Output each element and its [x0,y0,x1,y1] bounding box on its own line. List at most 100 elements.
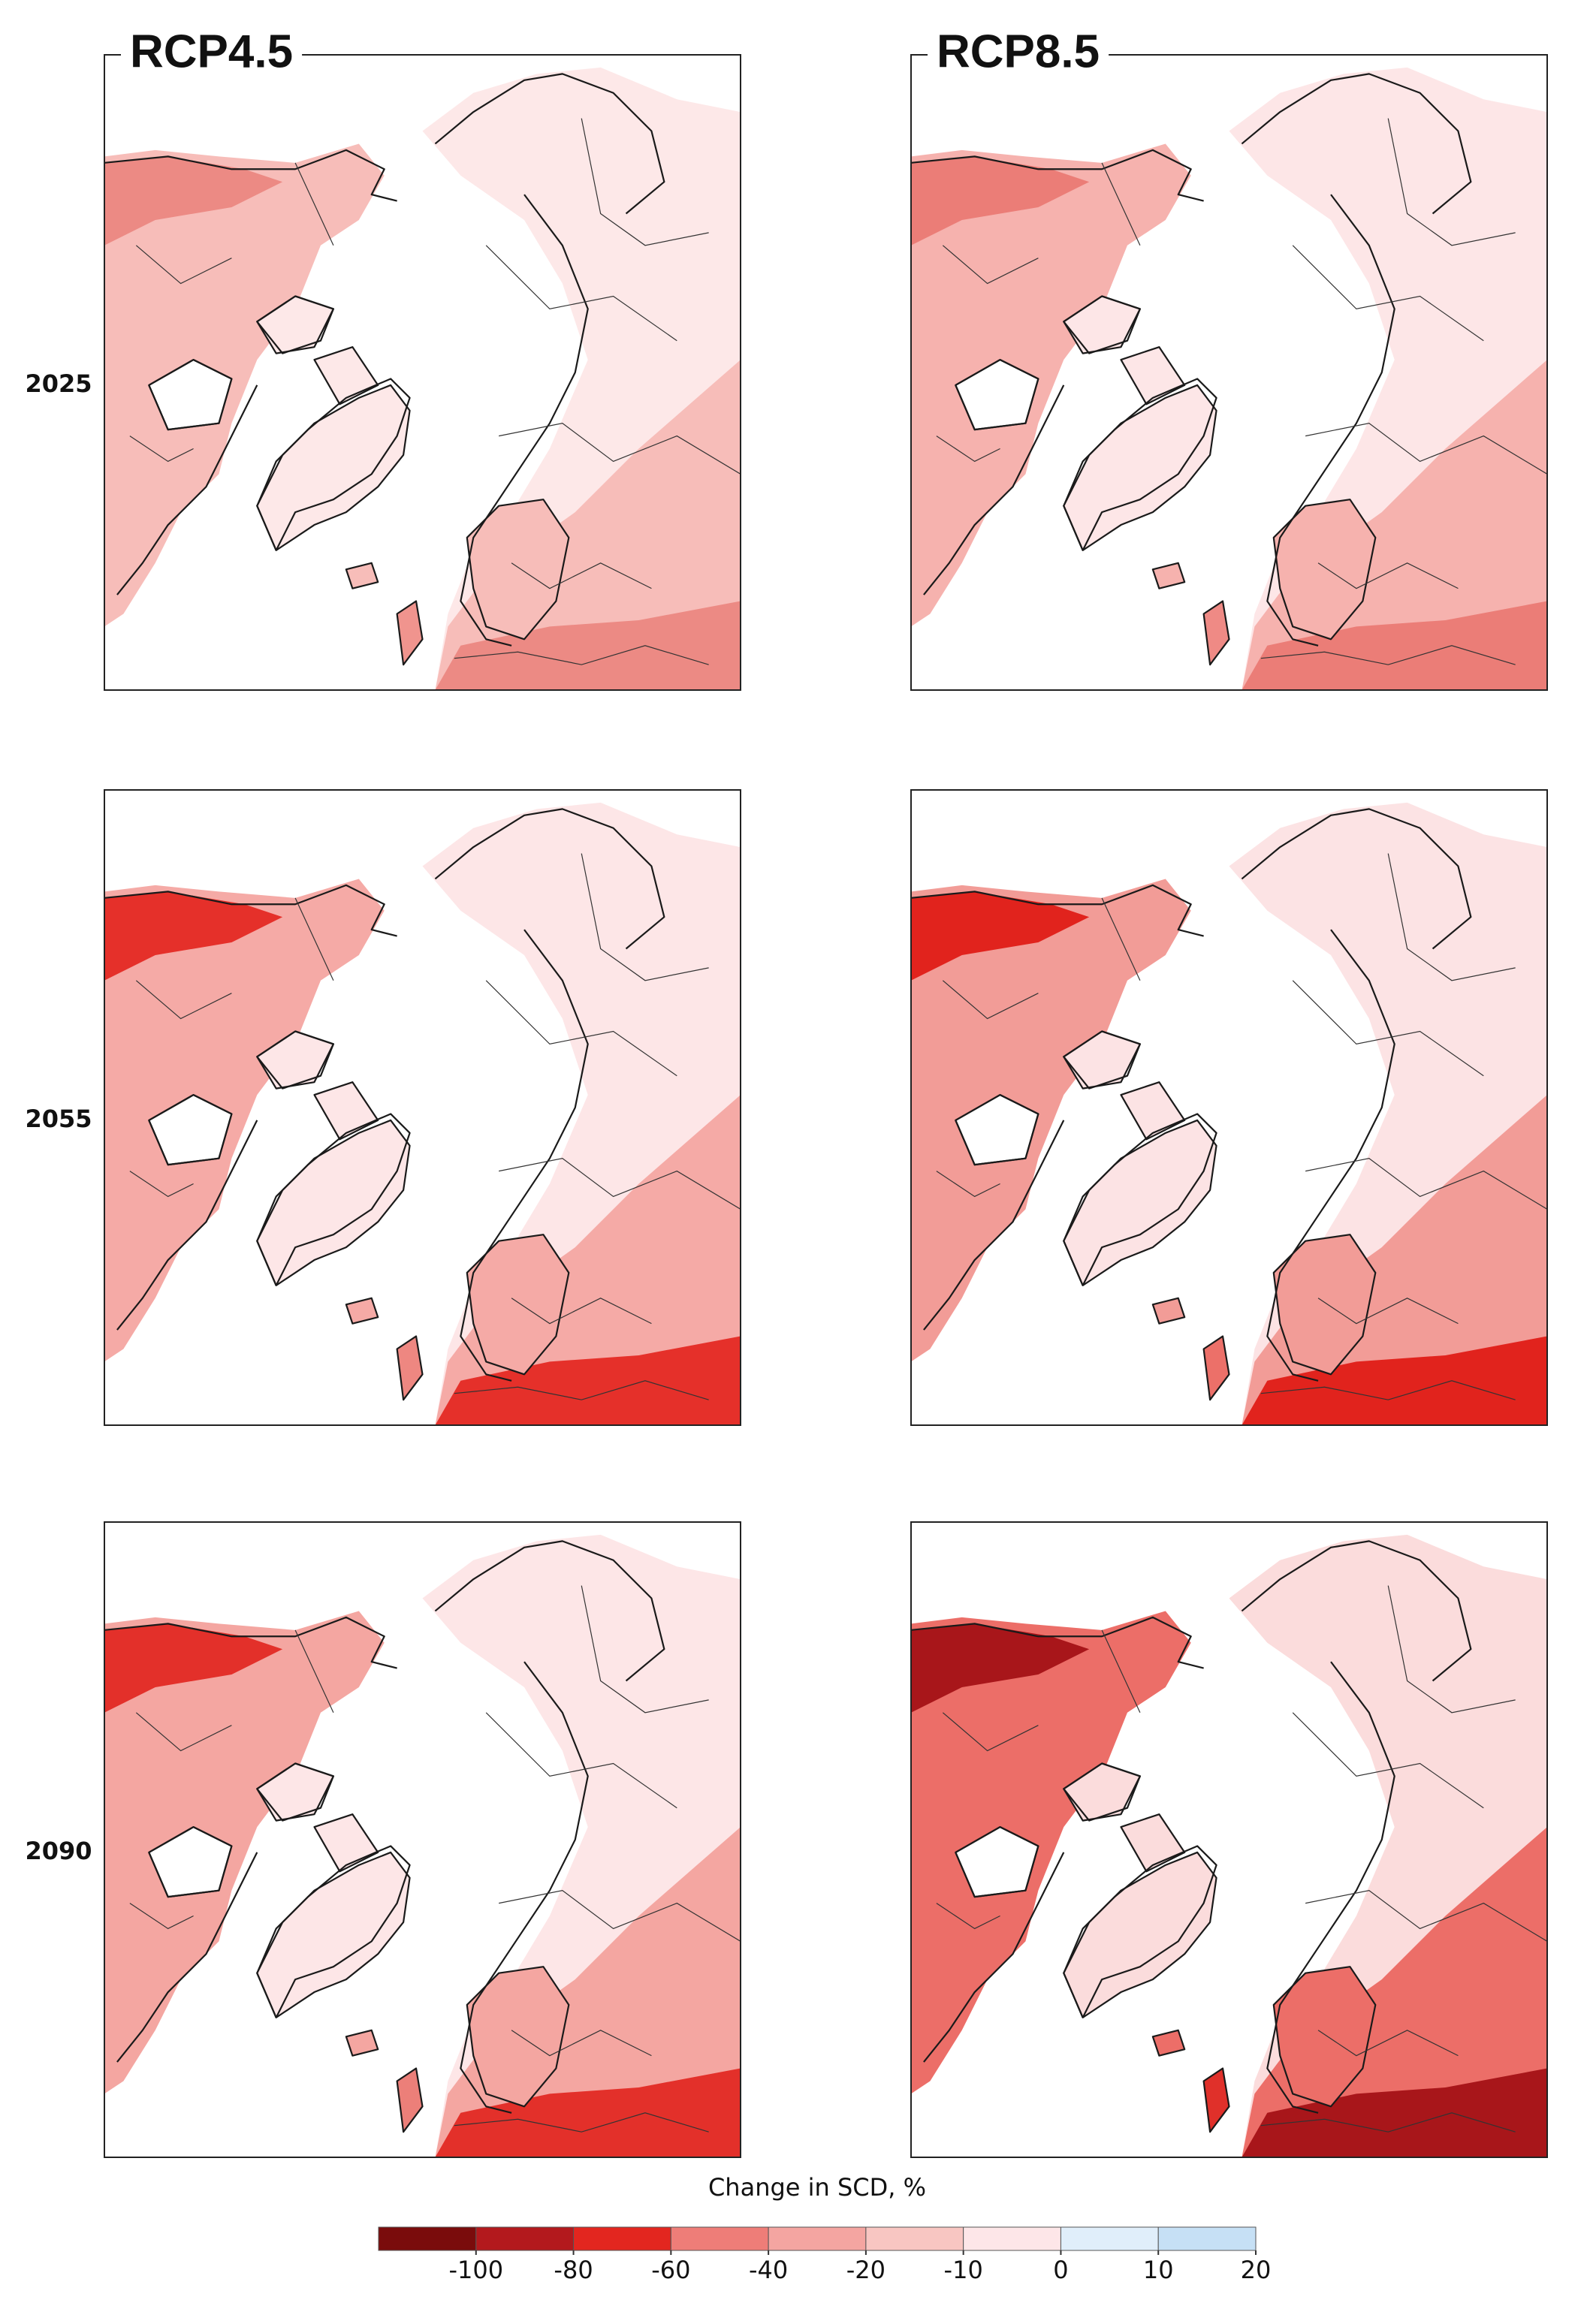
coastline [256,1845,411,2018]
land-britain [396,1335,424,1401]
land-north-america [911,879,1191,1362]
colorbar-tick-label: 20 [1241,2256,1272,2284]
land-scandinavia [466,1234,570,1376]
land-europe [435,601,741,690]
land-europe [435,2068,741,2157]
coastline [911,149,1204,202]
colorbar-segment [670,2226,769,2251]
coastline [104,884,397,937]
column-title: RCP8.5 [937,26,1100,77]
coastline [1241,1540,1472,1682]
colorbar-tick-label: -20 [846,2256,886,2284]
panel-frame [910,1521,1548,2158]
land-iceland [1151,2029,1186,2057]
coastline [148,358,233,431]
border-line [129,1903,194,1930]
border-line [499,1890,741,1942]
land-britain [396,2067,424,2133]
title-background [928,30,1109,80]
land-coast-band [911,891,1090,981]
coastline [955,358,1039,431]
land-europe [1242,601,1547,690]
legend-title: Change in SCD, % [708,2173,926,2202]
colorbar-segment [378,2226,477,2251]
coastline [923,384,1065,595]
border-line [1387,118,1516,246]
colorbar-tick-label: 10 [1143,2256,1174,2284]
border-line [581,853,709,981]
border-line [936,1171,1000,1198]
land-iceland [345,1297,379,1325]
border-line [1260,2112,1516,2133]
land-north-america [104,143,385,627]
coastline [116,384,258,595]
border-line [511,562,652,589]
land-north-america [911,1611,1191,2094]
colorbar-tick-label: -40 [749,2256,788,2284]
colorbar-segment [1157,2226,1257,2251]
land-north-america [104,1611,385,2094]
border-line [454,2112,709,2133]
coastline [1063,1030,1142,1090]
land-archipelago [313,346,379,405]
coastline [460,929,589,1382]
coastline [116,1120,258,1331]
land-europe [1242,1336,1547,1425]
colorbar-tick-label: -10 [944,2256,983,2284]
border-line [1387,1585,1516,1714]
land-britain [1202,600,1230,666]
border-line [942,1712,1039,1752]
border-line [485,245,677,342]
land-iceland [345,562,379,589]
border-line [511,2030,652,2057]
panel-frame [104,54,741,691]
border-line [135,980,232,1020]
coastline [1241,808,1472,950]
land-scandinavia [466,499,570,641]
coastline [911,1616,1204,1669]
colorbar-tick-label: -100 [448,2256,503,2284]
land-archipelago [1120,1813,1186,1873]
land-britain [396,600,424,666]
title-background [121,30,303,80]
border-line [499,1158,741,1210]
border-line [936,1903,1000,1930]
coastline [116,1852,258,2063]
border-line [485,980,677,1077]
land-archipelago [1120,346,1186,405]
border-line [1317,1298,1459,1325]
coastline [460,1661,589,2114]
map-panel [911,55,1547,690]
border-line [499,423,741,475]
map-panel [104,790,741,1425]
coastline [1063,378,1217,551]
coastline [460,194,589,647]
border-line [135,1712,232,1752]
colorbar-tick-label: -80 [554,2256,593,2284]
panel-frame [104,1521,741,2158]
border-line [1305,1158,1547,1210]
land-scandinavia [1272,499,1377,641]
coastline [1063,1762,1142,1822]
coastline [1063,295,1142,354]
border-line [129,436,194,463]
border-line [129,1171,194,1198]
border-line [942,980,1039,1020]
border-line [1260,1380,1516,1400]
coastline [955,1093,1039,1166]
border-line [294,897,334,981]
border-line [294,1629,334,1714]
border-line [1260,645,1516,665]
map-panel [911,1522,1547,2157]
border-line [1292,1712,1484,1809]
border-line [1292,245,1484,342]
coastline [1266,194,1395,647]
coastline [104,149,397,202]
coastline [1063,1845,1217,2018]
land-coast-band [104,156,283,246]
colorbar-segment [573,2226,671,2251]
colorbar-tick-label: 0 [1053,2256,1068,2284]
map-panel [911,790,1547,1425]
